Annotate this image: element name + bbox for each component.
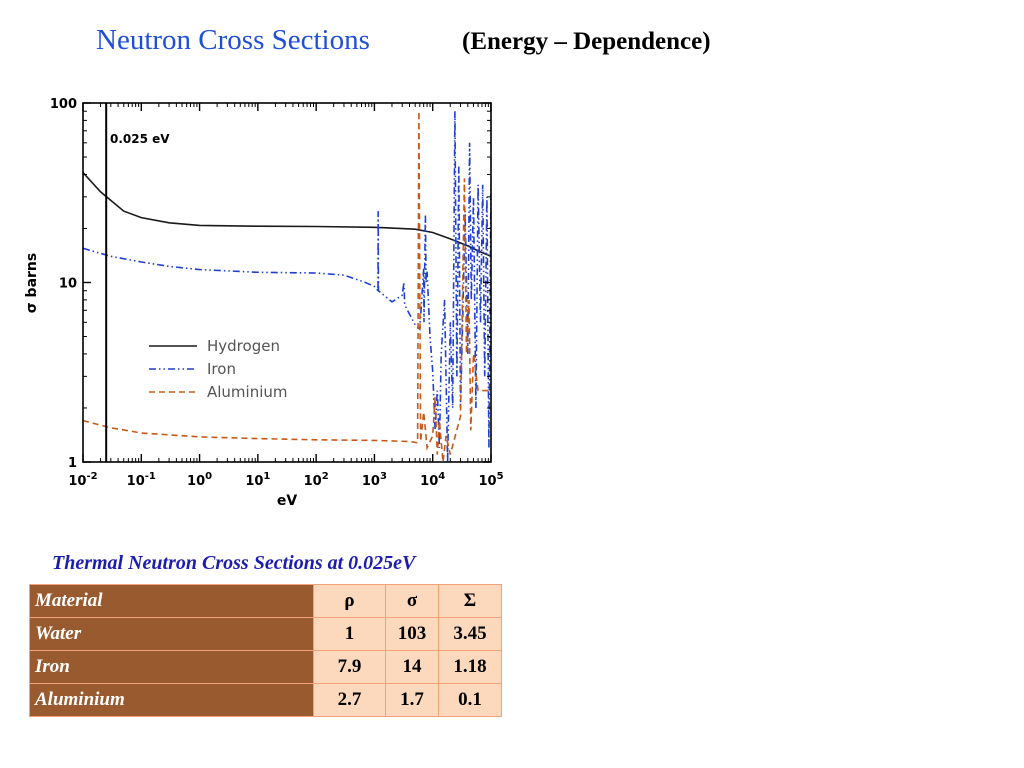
series-line-iron [83, 111, 491, 462]
sigma-cell: 103 [385, 617, 439, 651]
x-tick-label: 10-2 [68, 471, 97, 489]
macro-sigma-cell: 1.18 [438, 650, 502, 684]
series-line-hydrogen [83, 171, 491, 258]
x-tick-label: 103 [362, 471, 387, 489]
sigma-cell: 1.7 [385, 683, 439, 717]
y-tick-label: 100 [50, 97, 77, 112]
header-macro-cross-section: Σ [438, 584, 502, 618]
x-tick-label: 104 [420, 471, 445, 489]
macro-sigma-cell: 3.45 [438, 617, 502, 651]
macro-sigma-cell: 0.1 [438, 683, 502, 717]
chart-legend: Hydrogen Iron Aluminium [149, 337, 288, 401]
slide-title: Neutron Cross Sections [96, 24, 370, 56]
annotation-label: 0.025 eV [110, 132, 170, 146]
density-cell: 2.7 [313, 683, 386, 717]
y-tick-label: 1 [68, 456, 77, 471]
legend-label-iron: Iron [207, 360, 236, 378]
series-line-aluminium [83, 111, 491, 462]
slide-subtitle: (Energy – Dependence) [462, 28, 711, 55]
y-tick-label: 10 [59, 277, 77, 292]
table-caption: Thermal Neutron Cross Sections at 0.025e… [52, 552, 416, 574]
header-material: Material [29, 584, 314, 618]
density-cell: 1 [313, 617, 386, 651]
material-cell: Water [29, 617, 314, 651]
material-cell: Aluminium [29, 683, 314, 717]
table-header-row: Material ρ σ Σ [29, 584, 502, 618]
table-row: Iron 7.9 14 1.18 [29, 650, 502, 684]
x-tick-label: 105 [478, 471, 503, 489]
density-cell: 7.9 [313, 650, 386, 684]
x-tick-label: 101 [245, 471, 270, 489]
table-row: Aluminium 2.7 1.7 0.1 [29, 683, 502, 717]
y-axis-label: σ barns [24, 253, 40, 313]
header-density: ρ [313, 584, 386, 618]
x-axis-label: eV [277, 493, 297, 509]
cross-section-chart: 1 10 100 10-2 10-1 100 101 102 103 104 105 0.025 … [24, 97, 504, 509]
legend-label-hydrogen: Hydrogen [207, 337, 280, 355]
table-row: Water 1 103 3.45 [29, 617, 502, 651]
thermal-cross-section-table: Material ρ σ Σ Water 1 103 3.45 Iron 7.9… [29, 584, 502, 717]
plot-frame [82, 102, 492, 463]
x-tick-label: 102 [304, 471, 329, 489]
header-micro-cross-section: σ [385, 584, 439, 618]
material-cell: Iron [29, 650, 314, 684]
x-tick-label: 10-1 [127, 471, 156, 489]
x-tick-label: 100 [187, 471, 212, 489]
sigma-cell: 14 [385, 650, 439, 684]
legend-label-aluminium: Aluminium [207, 383, 288, 401]
